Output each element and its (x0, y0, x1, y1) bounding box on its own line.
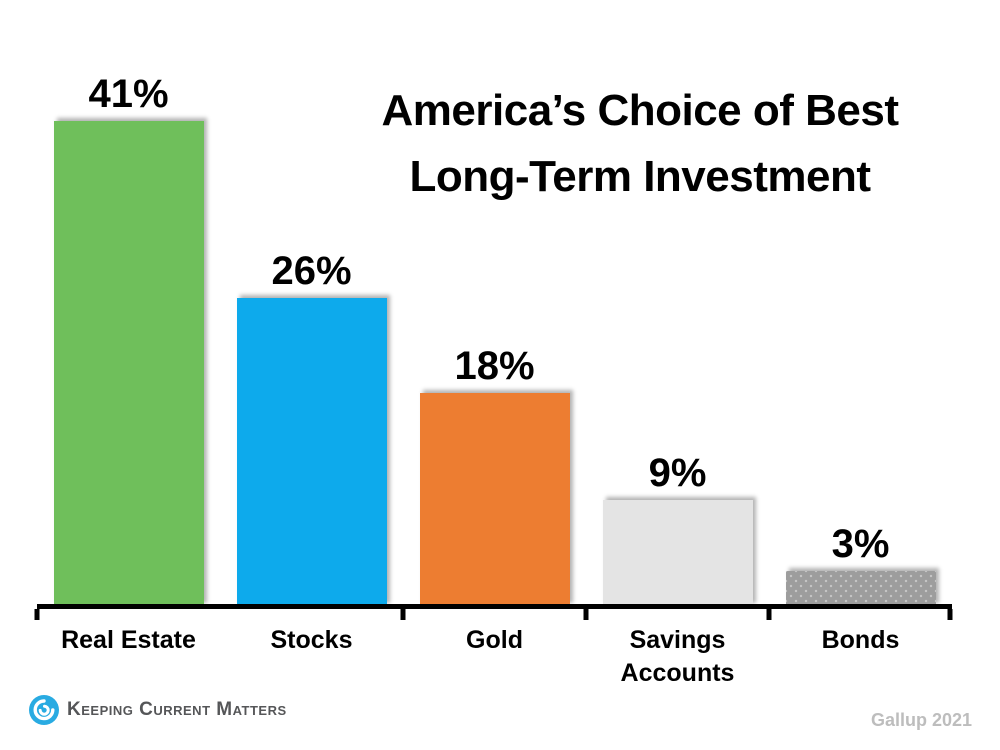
x-axis-tick (947, 609, 953, 620)
bar-group-stocks: 26% (220, 0, 403, 606)
bar-group-real-estate: 41% (37, 0, 220, 606)
swirl-icon (28, 694, 60, 726)
x-axis-tick (34, 609, 40, 620)
x-axis-line (37, 604, 952, 609)
category-label-savings-accounts: Savings Accounts (620, 626, 735, 687)
category-label-bonds: Bonds (821, 626, 900, 654)
chart-title: America’s Choice of Best Long-Term Inves… (330, 78, 950, 210)
bar-stocks (236, 298, 387, 606)
bar-value-label: 3% (831, 522, 890, 566)
brand-name: Keeping Current Matters (67, 699, 287, 720)
bar-value-label: 26% (271, 249, 352, 293)
x-axis-tick (766, 609, 772, 620)
x-axis-labels: Real Estate Stocks Gold Savings Accounts… (37, 624, 952, 690)
chart-title-line2: Long-Term Investment (409, 152, 871, 201)
bars-area: 41% 26% 18% 9% 3% (37, 0, 952, 606)
bar-real-estate (53, 121, 204, 606)
x-axis-tick (400, 609, 406, 620)
chart-title-line1: America’s Choice of Best (381, 86, 900, 135)
category-label-real-estate: Real Estate (61, 626, 196, 654)
bar-savings-accounts (602, 500, 753, 606)
x-axis-tick (583, 609, 589, 620)
bar-value-label: 18% (454, 344, 535, 388)
bar-gold (419, 393, 570, 606)
bar-group-bonds: 3% (769, 0, 952, 606)
category-label-gold: Gold (466, 626, 523, 654)
category-label-stocks: Stocks (270, 626, 353, 654)
bar-group-gold: 18% (403, 0, 586, 606)
bar-chart: 41% 26% 18% 9% 3% (34, 0, 953, 620)
brand-logo: Keeping Current Matters (28, 694, 287, 726)
bar-value-label: 41% (88, 72, 169, 116)
bar-value-label: 9% (648, 451, 707, 495)
bar-bonds (785, 571, 936, 606)
source-attribution: Gallup 2021 (870, 710, 972, 730)
bar-group-savings-accounts: 9% (586, 0, 769, 606)
